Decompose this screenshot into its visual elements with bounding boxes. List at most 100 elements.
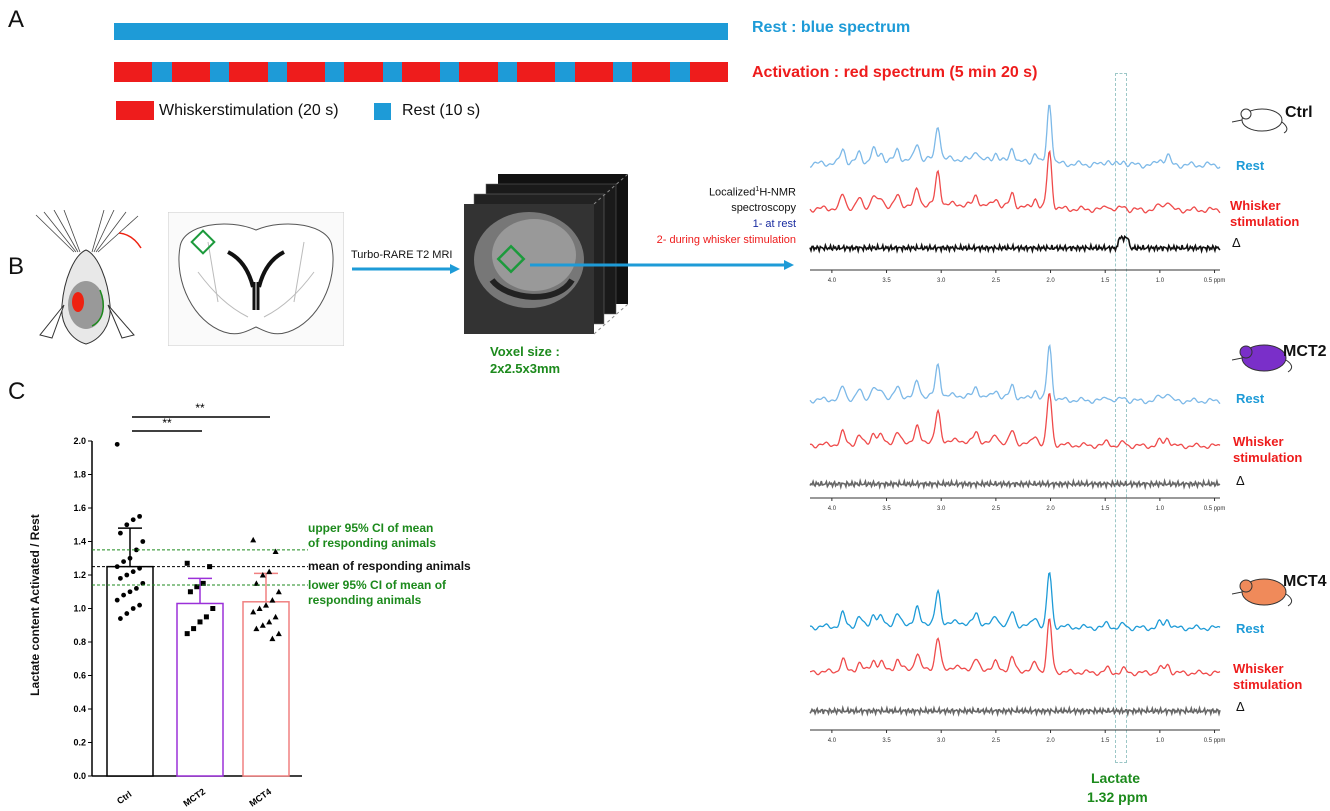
data-point xyxy=(266,568,273,575)
stim-block xyxy=(459,62,498,82)
upper-ci-label: upper 95% CI of mean of responding animal… xyxy=(308,521,436,551)
lactate-highlight-band xyxy=(1115,73,1127,763)
mct2-ppm-tick-label: 3.5 xyxy=(882,506,891,512)
legend-rest-label: Rest (10 s) xyxy=(402,102,481,119)
mct4-ppm-tick-label: 3.5 xyxy=(882,738,891,744)
data-point xyxy=(124,611,130,616)
mouse-head-illustration xyxy=(35,210,142,345)
spectrum-mct2-mouse-icon xyxy=(1231,336,1296,379)
legend-stim-swatch xyxy=(116,101,154,120)
data-point xyxy=(275,630,282,637)
mct4-ppm-tick-label: 4.0 xyxy=(828,738,837,744)
data-point xyxy=(272,548,279,555)
rest-block xyxy=(670,62,690,82)
rest-block xyxy=(152,62,172,82)
mct4-ppm-tick-label: 0.5 ppm xyxy=(1204,738,1226,744)
nmr-label-nucleus: H-NMR xyxy=(759,186,796,199)
data-point xyxy=(266,618,273,625)
rest-block xyxy=(382,62,402,82)
mct2-ppm-tick-label: 4.0 xyxy=(828,506,837,512)
data-point xyxy=(124,572,130,578)
mct2-spectrum-delta xyxy=(809,477,1221,491)
mct2-ppm-tick-label: 2.0 xyxy=(1046,506,1055,512)
data-point xyxy=(210,606,216,611)
ctrl-spectrum-delta xyxy=(809,234,1221,254)
stim-block xyxy=(516,62,556,82)
data-point xyxy=(272,613,279,620)
mct2-ppm-tick-label: 2.5 xyxy=(992,506,1001,512)
stim-block xyxy=(344,62,383,82)
mean-label: mean of responding animals xyxy=(308,559,471,573)
data-point xyxy=(197,619,203,625)
ctrl-ppm-tick-label: 3.5 xyxy=(882,278,891,284)
mct2-stim-label: Whisker stimulation xyxy=(1233,434,1302,466)
mct2-spectrum-stim xyxy=(809,392,1221,450)
data-point xyxy=(127,589,133,595)
ctrl-ppm-tick-label: 4.0 xyxy=(828,278,837,284)
y-tick-label: 1.4 xyxy=(73,537,86,547)
mct2-ppm-tick-label: 0.5 ppm xyxy=(1204,506,1226,512)
x-tick-label-mct4: MCT4 xyxy=(247,786,273,808)
rest-title: Rest : blue spectrum xyxy=(752,19,911,36)
lower-ci-label: lower 95% CI of mean of responding animal… xyxy=(308,578,446,608)
mct4-rest-label: Rest xyxy=(1236,621,1265,636)
mct4-spectrum-stim xyxy=(810,618,1221,677)
data-point xyxy=(134,547,139,553)
y-tick-label: 1.2 xyxy=(73,570,86,580)
rest-bar xyxy=(114,23,728,40)
data-point xyxy=(121,592,126,598)
data-point xyxy=(187,589,193,595)
stim-block xyxy=(171,62,210,82)
lactate-label-line1: Lactate xyxy=(1091,770,1141,786)
ctrl-spectrum-stim xyxy=(809,149,1221,214)
panel-label-a: A xyxy=(8,6,25,33)
data-point xyxy=(184,631,190,637)
data-point xyxy=(121,559,126,564)
bar-mct2 xyxy=(176,602,224,777)
y-tick-label: 1.0 xyxy=(73,604,86,614)
spectra-panel: 4.0 3.5 3.0 2.5 2.0 1.5 1.0 0.5 ppm 4.0 3.5 3.0 2.5… xyxy=(809,104,1226,744)
panel-label-c: C xyxy=(8,378,26,405)
ctrl-ppm-tick-label: 2.5 xyxy=(992,278,1001,284)
data-point xyxy=(124,522,130,528)
stim-block xyxy=(632,62,671,82)
rest-block xyxy=(612,62,633,82)
stim-block xyxy=(286,62,326,82)
stim-block xyxy=(574,62,613,82)
sig-label-ctrl-mct2: ** xyxy=(162,416,172,430)
rest-block xyxy=(325,62,345,82)
data-point xyxy=(253,625,260,632)
data-point xyxy=(130,517,136,523)
stim-block xyxy=(401,62,441,82)
data-point xyxy=(114,597,120,603)
nmr-label-superscript: 1 xyxy=(755,186,760,193)
stim-block xyxy=(114,62,153,82)
mct2-ppm-tick-label: 1.5 xyxy=(1101,506,1110,512)
data-point xyxy=(253,580,260,586)
ctrl-ppm-tick-label: 3.0 xyxy=(937,278,946,284)
legend-rest-swatch xyxy=(374,103,391,120)
ctrl-ppm-tick-label: 1.0 xyxy=(1156,278,1165,284)
y-tick-label: 0.8 xyxy=(73,637,86,647)
data-point xyxy=(263,602,269,608)
lactate-label-line2: 1.32 ppm xyxy=(1087,789,1148,805)
ctrl-spectrum-rest xyxy=(809,104,1221,170)
bar-mct4 xyxy=(242,601,290,777)
rest-block xyxy=(209,62,230,82)
data-point xyxy=(250,608,257,615)
sig-label-ctrl-mct4: ** xyxy=(195,401,205,415)
data-point xyxy=(275,588,282,595)
mct4-stim-label-line2: stimulation xyxy=(1233,677,1303,692)
spectrum-ctrl-mouse-icon xyxy=(1231,100,1290,139)
rest-block xyxy=(267,62,287,82)
y-tick-label: 0.0 xyxy=(73,771,86,781)
bar-ctrl xyxy=(106,565,154,777)
spectrum-mct2-label: MCT2 xyxy=(1283,343,1327,360)
mct4-ppm-tick-label: 3.0 xyxy=(937,738,946,744)
y-tick-label: 0.2 xyxy=(73,738,86,748)
mct2-ppm-tick-label: 1.0 xyxy=(1156,506,1165,512)
mct4-stim-label: Whisker stimulation xyxy=(1233,661,1302,693)
upper-ci-label-line1: upper 95% CI of mean xyxy=(308,521,434,535)
data-point xyxy=(200,580,206,586)
data-point xyxy=(191,626,197,632)
